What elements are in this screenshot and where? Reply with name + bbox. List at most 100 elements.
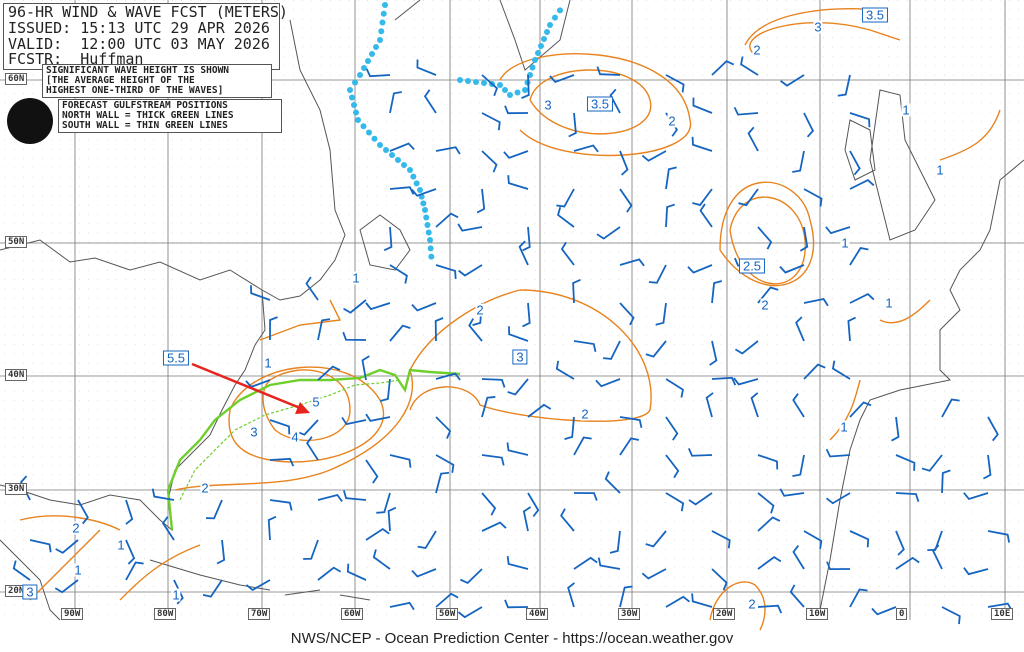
wind-barb <box>365 527 390 541</box>
wind-barb <box>506 555 529 570</box>
ice-edge-dot <box>481 80 487 86</box>
wind-barb <box>645 340 667 358</box>
wave-maximum-label: 3.5 <box>586 96 614 112</box>
arrow-head <box>295 402 310 414</box>
wind-barb <box>757 516 781 532</box>
wind-barb <box>573 556 598 570</box>
wind-barb <box>481 74 499 97</box>
longitude-label: 10W <box>806 608 829 620</box>
wind-barb <box>303 539 319 560</box>
wind-barb <box>837 74 851 97</box>
wind-barb <box>389 324 411 342</box>
wind-barb <box>641 568 667 580</box>
wind-barb <box>481 112 501 131</box>
contour-label: 2 <box>580 406 590 422</box>
wind-barb <box>789 584 805 608</box>
wind-barb <box>457 606 483 619</box>
wind-barb <box>987 416 999 442</box>
wind-barb <box>891 416 900 442</box>
wind-barb <box>365 413 391 422</box>
contour-label: 1 <box>840 235 850 251</box>
wind-barb <box>849 112 871 128</box>
ice-edge-dot <box>361 65 367 71</box>
wind-barb <box>604 471 621 494</box>
wind-barb <box>317 493 343 502</box>
wind-barb <box>389 601 415 611</box>
wind-barb <box>619 585 633 608</box>
coastline <box>0 19 346 301</box>
ice-edge-dot <box>378 28 385 35</box>
wind-barb <box>564 416 575 440</box>
wind-barb <box>849 588 868 608</box>
contour-label: 1 <box>116 537 126 553</box>
wind-barb <box>826 561 851 571</box>
wind-barb <box>711 376 737 386</box>
wind-barb <box>795 316 805 342</box>
wind-barb <box>747 126 759 152</box>
wind-barb <box>269 499 293 511</box>
contour-label: 1 <box>839 419 849 435</box>
wind-barb <box>527 492 540 518</box>
wind-barb <box>55 539 79 554</box>
wind-barb <box>518 240 529 266</box>
contour-label: 2 <box>71 520 81 536</box>
ice-edge-dot <box>532 57 538 63</box>
ice-edge-dot <box>557 7 563 14</box>
wind-barb <box>692 97 713 114</box>
wind-barb <box>423 89 437 114</box>
ice-edge-dot <box>382 2 388 8</box>
wind-barb <box>792 393 805 418</box>
wind-barb <box>711 568 728 591</box>
wind-barb <box>342 331 367 341</box>
wind-barb <box>603 340 621 360</box>
wind-barb <box>560 241 575 266</box>
wind-barb <box>481 396 496 418</box>
contour-label: 1 <box>351 270 361 286</box>
wind-barb <box>619 188 633 213</box>
wind-barb <box>619 437 640 456</box>
ice-edge-dot <box>427 245 434 252</box>
wind-barb <box>250 285 271 301</box>
wind-barb <box>435 264 457 279</box>
ice-edge-dot <box>425 229 432 236</box>
wind-barb <box>305 276 319 301</box>
wind-barb <box>648 264 667 284</box>
wind-barb <box>522 302 531 328</box>
wind-barb <box>568 112 577 138</box>
wind-barb <box>597 557 621 570</box>
wind-barb <box>507 175 529 190</box>
wind-barb <box>317 566 342 581</box>
wind-barb <box>757 286 779 304</box>
wind-barb <box>389 454 412 468</box>
wind-barb <box>699 203 713 228</box>
wind-barb <box>435 146 461 155</box>
wind-barb <box>435 592 459 608</box>
chart-title: 96-HR WIND & WAVE FCST (METERS) <box>8 3 288 21</box>
wind-barb <box>372 549 391 570</box>
wind-barb <box>609 88 621 114</box>
ice-edge-dot <box>544 29 550 35</box>
wind-barb <box>619 302 635 326</box>
wind-barb <box>738 188 759 207</box>
ice-edge-dot <box>407 167 413 173</box>
ice-edge-dot <box>552 14 558 21</box>
contour-label: 1 <box>901 102 911 118</box>
wind-barb <box>125 539 136 565</box>
forecaster: FCSTR: Huffman <box>8 50 144 69</box>
wind-barb <box>269 457 295 467</box>
ice-edge-dot <box>352 79 358 86</box>
ice-edge-dot <box>369 51 375 57</box>
wave-maximum-label: 3 <box>512 349 528 365</box>
ice-edge-dot <box>457 77 463 83</box>
wind-barb <box>549 74 575 84</box>
wind-barb <box>792 545 805 570</box>
wind-barb <box>596 226 621 240</box>
wind-barb <box>161 516 175 541</box>
wind-barb <box>379 378 391 402</box>
latitude-label: 50N <box>5 236 28 248</box>
valid-time: VALID: 12:00 UTC 03 MAY 2026 <box>8 34 270 53</box>
wind-barb <box>941 606 961 625</box>
wind-barb <box>202 579 223 598</box>
ice-edge-dot <box>465 78 471 84</box>
